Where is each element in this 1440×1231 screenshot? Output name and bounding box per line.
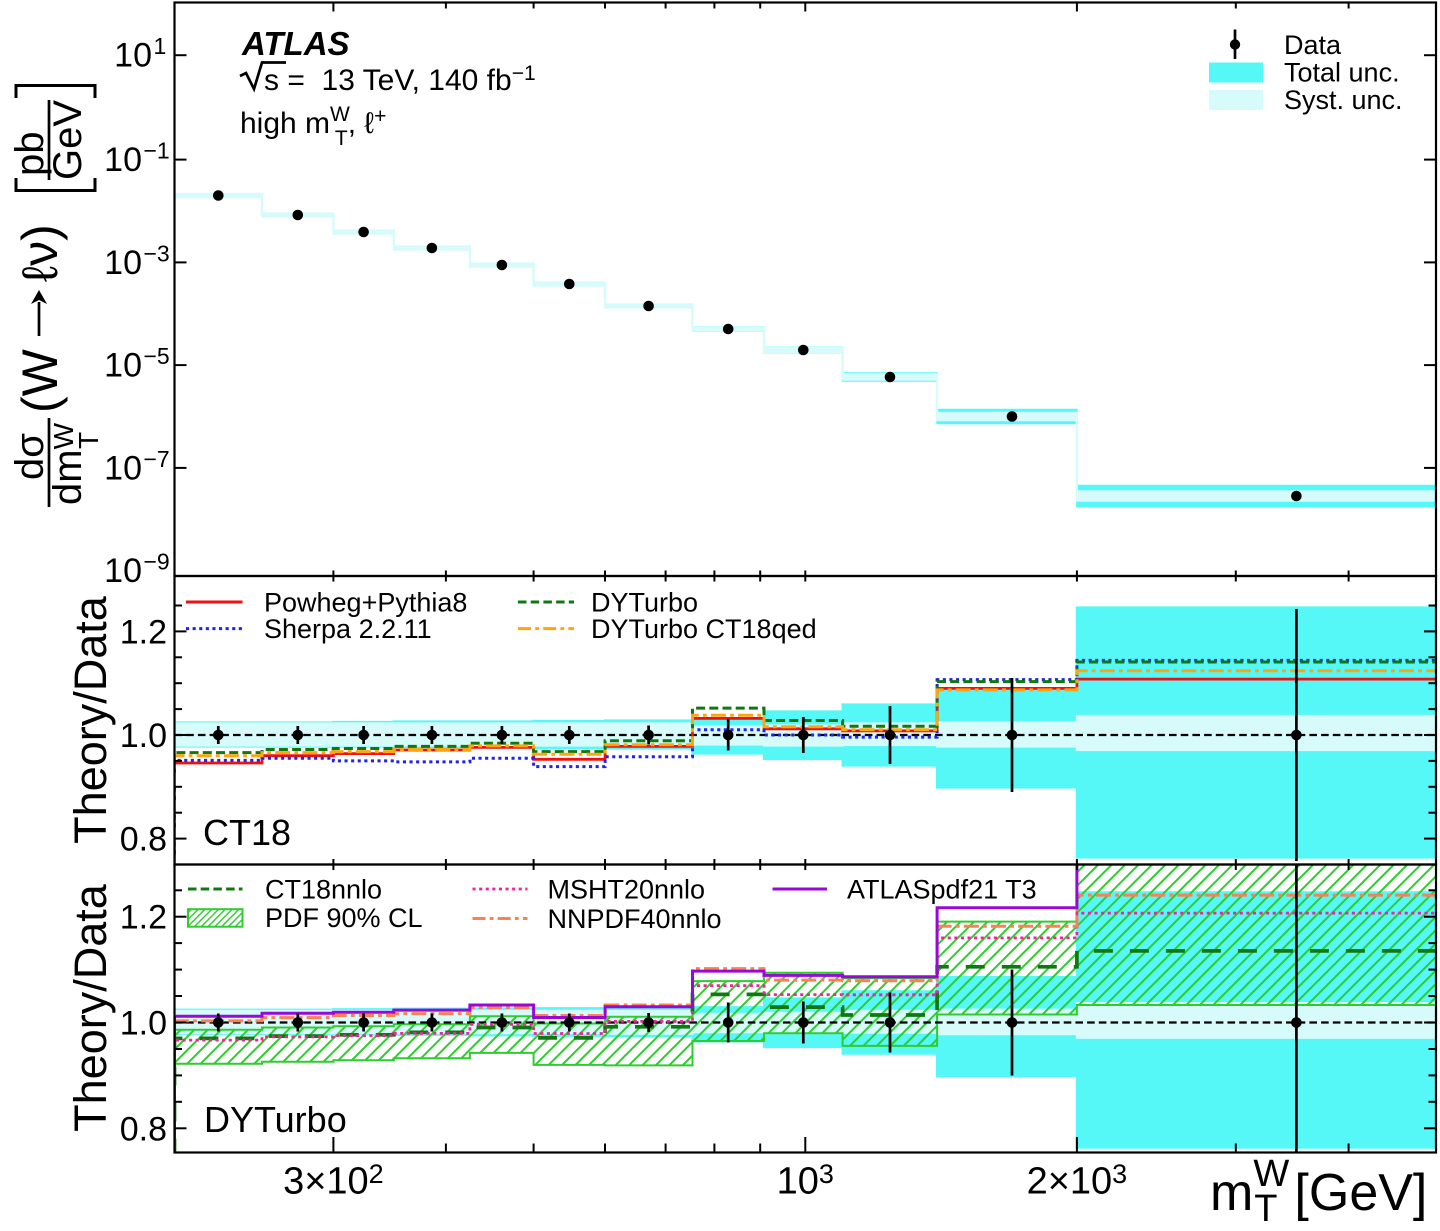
svg-text:ATLASpdf21 T3: ATLASpdf21 T3 [847, 875, 1037, 905]
svg-text:DYTurbo CT18qed: DYTurbo CT18qed [591, 614, 817, 644]
svg-text:NNPDF40nnlo: NNPDF40nnlo [548, 904, 722, 934]
svg-text:PDF 90% CL: PDF 90% CL [265, 903, 423, 933]
svg-text:GeV: GeV [46, 100, 90, 180]
svg-text:0.8: 0.8 [120, 1110, 167, 1148]
svg-text:−5: −5 [144, 343, 170, 369]
svg-text:10: 10 [104, 449, 142, 487]
svg-text:1.2: 1.2 [120, 613, 167, 651]
svg-text:ATLAS: ATLAS [241, 25, 350, 62]
svg-text:Total unc.: Total unc. [1284, 58, 1400, 88]
svg-text:1.2: 1.2 [120, 899, 167, 937]
svg-text:DYTurbo: DYTurbo [204, 1099, 347, 1140]
svg-text:10: 10 [104, 552, 142, 590]
svg-text:−1: −1 [144, 138, 170, 164]
svg-text:Theory/Data: Theory/Data [65, 883, 116, 1132]
svg-text:Sherpa 2.2.11: Sherpa 2.2.11 [264, 614, 432, 644]
svg-text:CT18: CT18 [203, 812, 291, 853]
svg-text:ℓν): ℓν) [12, 224, 68, 282]
svg-text:103: 103 [777, 1159, 834, 1203]
svg-text:DYTurbo: DYTurbo [591, 588, 698, 618]
svg-text:(W: (W [12, 348, 68, 413]
svg-text:−7: −7 [144, 446, 170, 472]
svg-text:0.8: 0.8 [120, 821, 167, 859]
svg-text:dσ: dσ [8, 433, 52, 480]
svg-text:Powheg+Pythia8: Powheg+Pythia8 [264, 588, 467, 618]
svg-text:Syst. unc.: Syst. unc. [1284, 85, 1403, 115]
svg-text:−9: −9 [144, 549, 170, 575]
svg-text:CT18nnlo: CT18nnlo [265, 875, 382, 905]
svg-text:MSHT20nnlo: MSHT20nnlo [548, 875, 706, 905]
svg-text:10: 10 [114, 37, 152, 75]
svg-text:pb: pb [8, 132, 52, 177]
svg-text:1.0: 1.0 [120, 717, 167, 755]
svg-text:10: 10 [104, 141, 142, 179]
svg-text:1.0: 1.0 [120, 1005, 167, 1043]
svg-text:1: 1 [154, 33, 167, 59]
svg-text:2×103: 2×103 [1027, 1159, 1128, 1203]
svg-text:10: 10 [104, 244, 142, 282]
svg-text:Theory/Data: Theory/Data [65, 595, 116, 844]
svg-text:10: 10 [104, 347, 142, 385]
svg-text:s = 13 TeV, 140 fb−1: s = 13 TeV, 140 fb−1 [264, 62, 536, 97]
svg-text:Data: Data [1284, 30, 1342, 60]
svg-text:3×102: 3×102 [283, 1159, 384, 1203]
svg-text:mWT[GeV]: mW T [GeV] [1210, 1153, 1427, 1226]
svg-text:−3: −3 [144, 240, 170, 266]
